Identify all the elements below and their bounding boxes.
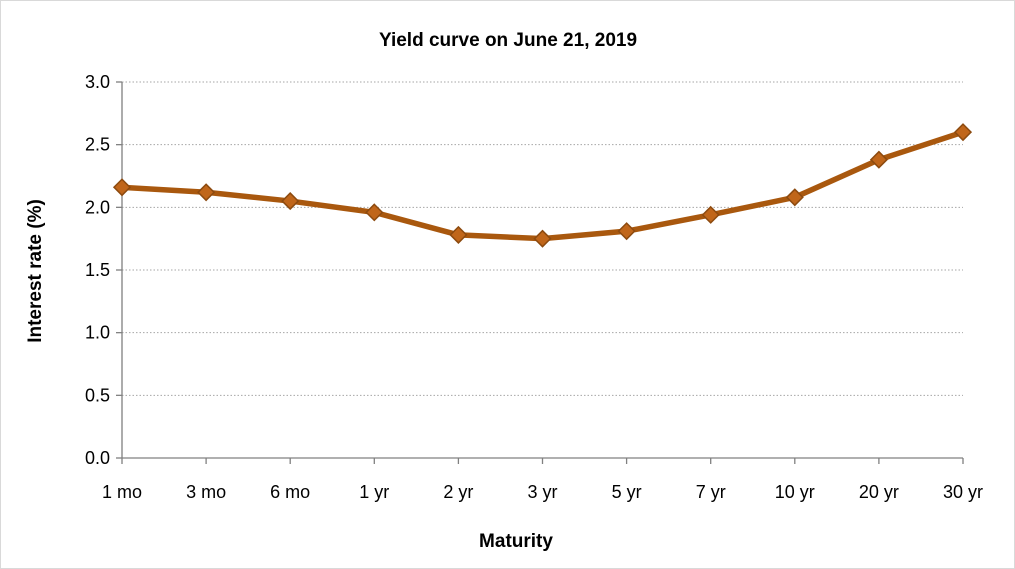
data-point-marker (701, 205, 720, 224)
chart-title: Yield curve on June 21, 2019 (379, 30, 637, 51)
y-axis-label: Interest rate (%) (25, 199, 46, 343)
data-point-marker (617, 222, 636, 241)
y-tick-labels: 0.0 0.5 1.0 1.5 2.0 2.5 3.0 (85, 72, 110, 468)
data-point-marker (365, 203, 384, 222)
x-tick-label: 3 mo (186, 482, 226, 502)
data-point-marker (112, 178, 132, 197)
x-tick-label: 20 yr (859, 482, 899, 502)
series (112, 123, 973, 248)
data-point-marker (785, 188, 804, 207)
data-point-marker (533, 229, 552, 248)
x-tick-label: 10 yr (775, 482, 815, 502)
x-tick-label: 30 yr (943, 482, 983, 502)
x-tick-label: 1 mo (102, 482, 142, 502)
y-tick-label: 3.0 (85, 72, 110, 92)
x-axis-label: Maturity (479, 531, 553, 552)
x-tick-label: 3 yr (527, 482, 557, 502)
data-point-marker (953, 123, 973, 142)
y-tick-label: 0.0 (85, 448, 110, 468)
data-point-marker (869, 150, 888, 169)
axes (116, 81, 964, 464)
y-tick-label: 1.0 (85, 323, 110, 343)
x-tick-label: 6 mo (270, 482, 310, 502)
x-tick-labels: 1 mo 3 mo 6 mo 1 yr 2 yr 3 yr 5 yr 7 yr 10 yr 20 … (102, 482, 983, 502)
series-line (119, 129, 966, 242)
x-tick-label: 7 yr (696, 482, 726, 502)
x-tick-label: 5 yr (612, 482, 642, 502)
y-tick-label: 0.5 (85, 385, 110, 405)
data-point-marker (197, 183, 216, 202)
y-tick-label: 1.5 (85, 260, 110, 280)
data-point-marker (449, 225, 468, 244)
y-tick-label: 2.5 (85, 135, 110, 155)
y-tick-label: 2.0 (85, 197, 110, 217)
data-point-marker (281, 192, 300, 211)
x-tick-label: 1 yr (359, 482, 389, 502)
gridlines (122, 81, 963, 396)
x-tick-label: 2 yr (443, 482, 473, 502)
